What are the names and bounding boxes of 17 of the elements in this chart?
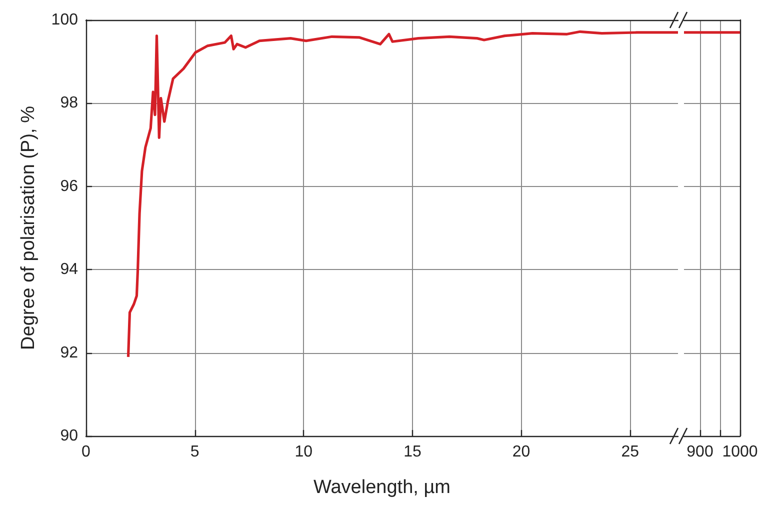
x-tick-label: 5 (190, 444, 200, 460)
x-tick-label: 1000 (722, 444, 758, 460)
x-tick-label: 0 (82, 444, 91, 460)
y-tick-label: 98 (60, 94, 78, 112)
y-tick-label: 94 (60, 261, 78, 278)
y-tick-label: 100 (51, 12, 78, 28)
x-tick-label: 20 (512, 444, 530, 460)
y-tick-label: 96 (60, 178, 78, 195)
x-tick-label: 15 (404, 444, 422, 460)
x-tick-label: 900 (686, 444, 714, 460)
x-tick-label: 25 (621, 444, 640, 460)
x-tick-label: 10 (294, 444, 313, 460)
x-axis-title: Wavelength, µm (314, 477, 450, 498)
line-series (126, 30, 680, 358)
y-tick-label: 92 (60, 344, 78, 362)
y-tick-label: 90 (60, 428, 78, 444)
y-axis-title: Degree of polarisation (P), % (18, 106, 39, 350)
